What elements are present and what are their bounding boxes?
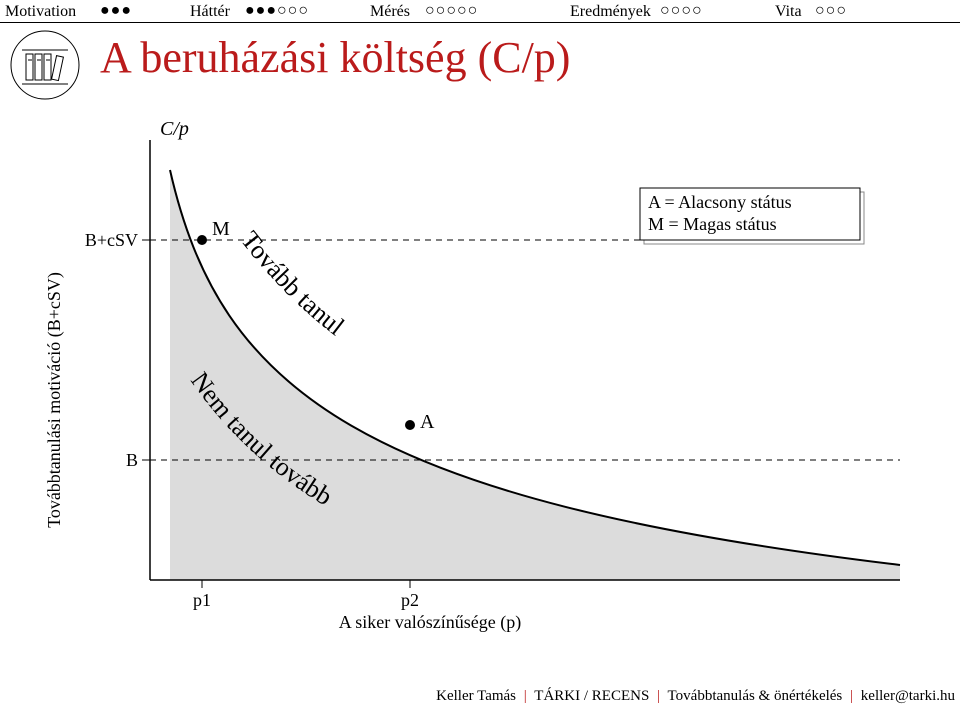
nav-dots-motivation: ●●●	[100, 2, 132, 20]
nav-dots-hatter: ●●●○○○	[245, 2, 309, 20]
footer-sep-2: |	[653, 688, 664, 704]
ytick-b: B	[126, 450, 138, 470]
curve-label-above: Tovább tanul	[235, 226, 350, 341]
nav-bar: Motivation ●●● Háttér ●●●○○○ Mérés ○○○○○…	[0, 2, 960, 22]
footer-sep-1: |	[520, 688, 531, 704]
chart: C/p B+cSV B Továbbtanulási motiváció (B+…	[30, 110, 930, 660]
footer-topic: Továbbtanulás & önértékelés	[668, 688, 843, 704]
legend-line-2: M = Magas státus	[648, 214, 777, 234]
legend-line-1: A = Alacsony státus	[648, 192, 792, 212]
nav-label-hatter[interactable]: Háttér	[190, 2, 230, 22]
y-axis-label: Továbbtanulási motiváció (B+cSV)	[44, 272, 65, 528]
footer: Keller Tamás | TÁRKI / RECENS | Továbbta…	[0, 688, 955, 705]
nav-label-motivation[interactable]: Motivation	[5, 2, 76, 22]
nav-label-vita[interactable]: Vita	[775, 2, 802, 22]
footer-email: keller@tarki.hu	[861, 688, 955, 704]
point-a-label: A	[420, 411, 435, 433]
books-icon	[10, 30, 80, 100]
x-axis-label: A siker valószínűsége (p)	[339, 612, 521, 633]
xtick-p1: p1	[193, 590, 211, 610]
point-a	[405, 420, 415, 430]
nav-separator	[0, 22, 960, 23]
nav-label-eredmenyek[interactable]: Eredmények	[570, 2, 651, 22]
footer-author: Keller Tamás	[436, 688, 516, 704]
nav-dots-eredmenyek: ○○○○	[660, 2, 703, 20]
point-m	[197, 235, 207, 245]
point-m-label: M	[212, 218, 230, 240]
xtick-p2: p2	[401, 590, 419, 610]
ytick-bcsv: B+cSV	[85, 230, 138, 250]
footer-affil: TÁRKI / RECENS	[534, 688, 649, 704]
nav-label-meres[interactable]: Mérés	[370, 2, 410, 22]
page-title: A beruházási költség (C/p)	[100, 32, 570, 83]
y-top-label: C/p	[160, 118, 189, 140]
footer-sep-3: |	[846, 688, 857, 704]
nav-dots-vita: ○○○	[815, 2, 847, 20]
nav-dots-meres: ○○○○○	[425, 2, 478, 20]
